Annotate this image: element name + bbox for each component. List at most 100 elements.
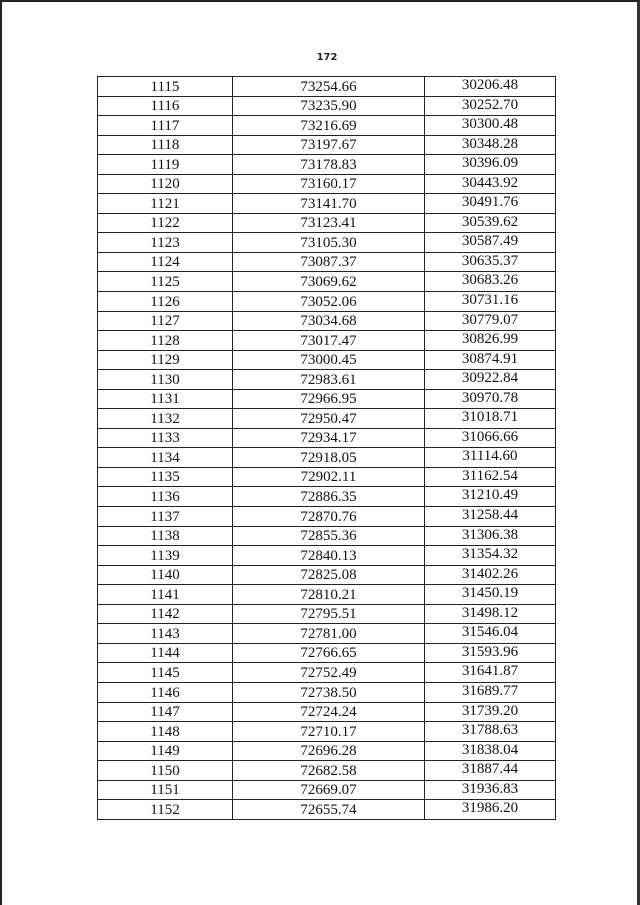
data-table: 1115 73254.66 30206.48 1116 73235.90 30252.70… xyxy=(97,76,556,820)
row-id-cell: 1138 xyxy=(97,525,233,547)
row-id-cell: 1117 xyxy=(97,115,233,136)
first-value-cell: 72825.08 xyxy=(232,564,425,586)
table-row: 1131 72966.95 30970.78 xyxy=(97,388,556,410)
first-value-cell: 72682.58 xyxy=(232,760,425,781)
first-value-cell: 72669.07 xyxy=(232,779,425,801)
table-row: 1122 73123.41 30539.62 xyxy=(97,212,556,234)
second-value-cell: 31018.71 xyxy=(424,408,556,429)
first-value-cell: 73123.41 xyxy=(232,212,425,234)
row-id-cell: 1146 xyxy=(97,681,233,703)
row-id-cell: 1128 xyxy=(97,330,233,351)
first-value-cell: 72840.13 xyxy=(232,545,425,566)
second-value-cell: 31739.20 xyxy=(424,701,556,723)
second-value-cell: 30300.48 xyxy=(424,115,556,136)
second-value-cell: 31641.87 xyxy=(424,662,556,683)
table-row: 1135 72902.11 31162.54 xyxy=(97,466,556,488)
second-value-cell: 30443.92 xyxy=(424,173,556,195)
table-row: 1142 72795.51 31498.12 xyxy=(97,603,556,625)
table-row: 1137 72870.76 31258.44 xyxy=(97,506,556,527)
row-id-cell: 1141 xyxy=(97,584,233,605)
second-value-cell: 30348.28 xyxy=(424,134,556,156)
second-value-cell: 31546.04 xyxy=(424,623,556,644)
first-value-cell: 73052.06 xyxy=(232,291,425,312)
page-number: 172 xyxy=(316,52,338,63)
table-row: 1139 72840.13 31354.32 xyxy=(97,545,556,566)
row-id-cell: 1118 xyxy=(97,134,233,156)
first-value-cell: 73235.90 xyxy=(232,95,425,117)
second-value-cell: 30970.78 xyxy=(424,388,556,410)
row-id-cell: 1134 xyxy=(97,447,233,468)
row-id-cell: 1145 xyxy=(97,662,233,683)
first-value-cell: 72710.17 xyxy=(232,721,425,742)
table-row: 1140 72825.08 31402.26 xyxy=(97,564,556,586)
second-value-cell: 31788.63 xyxy=(424,721,556,742)
row-id-cell: 1130 xyxy=(97,369,233,390)
second-value-cell: 30826.99 xyxy=(424,330,556,351)
table-row: 1152 72655.74 31986.20 xyxy=(97,799,556,820)
row-id-cell: 1143 xyxy=(97,623,233,644)
first-value-cell: 73141.70 xyxy=(232,193,425,214)
second-value-cell: 30635.37 xyxy=(424,251,556,273)
table-row: 1120 73160.17 30443.92 xyxy=(97,173,556,195)
row-id-cell: 1140 xyxy=(97,564,233,586)
table-row: 1128 73017.47 30826.99 xyxy=(97,330,556,351)
first-value-cell: 72738.50 xyxy=(232,681,425,703)
row-id-cell: 1135 xyxy=(97,466,233,488)
second-value-cell: 31210.49 xyxy=(424,486,556,508)
table-body: 1115 73254.66 30206.48 1116 73235.90 30252.70… xyxy=(97,76,556,820)
row-id-cell: 1147 xyxy=(97,701,233,723)
table-row: 1149 72696.28 31838.04 xyxy=(97,740,556,762)
row-id-cell: 1121 xyxy=(97,193,233,214)
first-value-cell: 73069.62 xyxy=(232,271,425,293)
row-id-cell: 1133 xyxy=(97,427,233,449)
table-row: 1129 73000.45 30874.91 xyxy=(97,349,556,371)
row-id-cell: 1127 xyxy=(97,310,233,332)
table-row: 1124 73087.37 30635.37 xyxy=(97,251,556,273)
row-id-cell: 1137 xyxy=(97,506,233,527)
table-row: 1123 73105.30 30587.49 xyxy=(97,232,556,253)
row-id-cell: 1131 xyxy=(97,388,233,410)
table-row: 1118 73197.67 30348.28 xyxy=(97,134,556,156)
row-id-cell: 1152 xyxy=(97,799,233,820)
row-id-cell: 1149 xyxy=(97,740,233,762)
first-value-cell: 73000.45 xyxy=(232,349,425,371)
table-row: 1125 73069.62 30683.26 xyxy=(97,271,556,293)
table-row: 1127 73034.68 30779.07 xyxy=(97,310,556,332)
first-value-cell: 72870.76 xyxy=(232,506,425,527)
second-value-cell: 31162.54 xyxy=(424,466,556,488)
second-value-cell: 31258.44 xyxy=(424,506,556,527)
row-id-cell: 1125 xyxy=(97,271,233,293)
first-value-cell: 73017.47 xyxy=(232,330,425,351)
table-row: 1132 72950.47 31018.71 xyxy=(97,408,556,429)
second-value-cell: 30587.49 xyxy=(424,232,556,253)
table-row: 1141 72810.21 31450.19 xyxy=(97,584,556,605)
row-id-cell: 1139 xyxy=(97,545,233,566)
first-value-cell: 72655.74 xyxy=(232,799,425,820)
first-value-cell: 73178.83 xyxy=(232,154,425,175)
table-row: 1133 72934.17 31066.66 xyxy=(97,427,556,449)
table-row: 1138 72855.36 31306.38 xyxy=(97,525,556,547)
first-value-cell: 72752.49 xyxy=(232,662,425,683)
second-value-cell: 31887.44 xyxy=(424,760,556,781)
second-value-cell: 31986.20 xyxy=(424,799,556,820)
row-id-cell: 1136 xyxy=(97,486,233,508)
table-row: 1116 73235.90 30252.70 xyxy=(97,95,556,117)
first-value-cell: 73197.67 xyxy=(232,134,425,156)
table-row: 1121 73141.70 30491.76 xyxy=(97,193,556,214)
table-row: 1119 73178.83 30396.09 xyxy=(97,154,556,175)
first-value-cell: 72795.51 xyxy=(232,603,425,625)
second-value-cell: 30252.70 xyxy=(424,95,556,117)
row-id-cell: 1132 xyxy=(97,408,233,429)
row-id-cell: 1115 xyxy=(97,76,233,97)
table-row: 1151 72669.07 31936.83 xyxy=(97,779,556,801)
table-row: 1115 73254.66 30206.48 xyxy=(97,76,556,97)
row-id-cell: 1151 xyxy=(97,779,233,801)
table-row: 1130 72983.61 30922.84 xyxy=(97,369,556,390)
first-value-cell: 73034.68 xyxy=(232,310,425,332)
row-id-cell: 1142 xyxy=(97,603,233,625)
second-value-cell: 31306.38 xyxy=(424,525,556,547)
first-value-cell: 73105.30 xyxy=(232,232,425,253)
second-value-cell: 31593.96 xyxy=(424,642,556,664)
first-value-cell: 72983.61 xyxy=(232,369,425,390)
